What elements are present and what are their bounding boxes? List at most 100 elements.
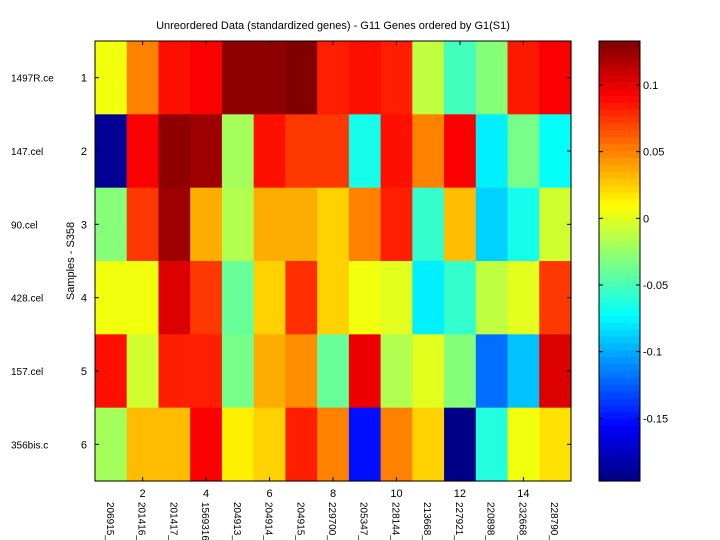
gene-label: 204915_	[294, 502, 305, 540]
colorbar-segment	[599, 54, 640, 63]
colorbar-segment	[599, 467, 640, 475]
colorbar-segment	[599, 206, 640, 214]
heatmap-cell	[475, 334, 509, 409]
heatmap-cell	[158, 407, 191, 482]
heatmap-cell	[221, 114, 255, 189]
colorbar-segment	[599, 82, 640, 90]
colorbar-segment	[599, 446, 640, 455]
colorbar-segment	[599, 68, 640, 76]
colorbar-segment	[599, 116, 640, 125]
colorbar-segment	[599, 102, 640, 111]
heatmap-cell	[253, 407, 286, 482]
colorbar-frame	[598, 40, 641, 482]
gene-label: 227921_	[453, 502, 464, 540]
heatmap-cell	[253, 114, 286, 189]
sample-label: 356bis.c	[11, 440, 48, 451]
colorbar-segment	[599, 329, 640, 338]
heatmap-cell	[158, 334, 191, 409]
colorbar-segment	[599, 123, 640, 131]
y-tick-label: 2	[81, 146, 87, 158]
colorbar-segment	[599, 130, 640, 138]
x-tick-label: 8	[330, 488, 336, 500]
colorbar-segment	[599, 316, 640, 324]
sample-label: 147.cel	[11, 147, 43, 158]
sample-label: 90.cel	[11, 220, 38, 231]
heatmap-cell	[317, 261, 350, 335]
colorbar-segment	[599, 75, 640, 83]
colorbar-segment	[599, 322, 640, 331]
sample-label: 1497R.ce	[11, 74, 54, 85]
y-axis-label: Samples - S358	[65, 222, 77, 300]
colorbar-segment	[599, 212, 640, 221]
heatmap-cell	[317, 334, 350, 409]
heatmap-cell	[190, 261, 223, 335]
heatmap-cell	[539, 334, 572, 409]
colorbar-segment	[599, 336, 640, 345]
heatmap-cell	[348, 114, 382, 189]
colorbar-segment	[599, 377, 640, 386]
heatmap-cell	[475, 187, 509, 262]
heatmap-cell	[444, 187, 477, 262]
colorbar-segment	[599, 439, 640, 448]
heatmap-cell	[539, 41, 572, 115]
colorbar-segment	[599, 371, 640, 379]
colorbar-segment	[599, 267, 640, 276]
colorbar-segment	[599, 96, 640, 104]
sample-label: 428.cel	[11, 294, 43, 305]
heatmap-cell	[412, 407, 445, 482]
gene-label: 228790_	[548, 502, 559, 540]
x-tick-label: 12	[454, 488, 466, 500]
heatmap-cell	[158, 187, 191, 262]
colorbar-segment	[599, 419, 640, 427]
colorbar-segment	[599, 350, 640, 358]
colorbar-segment	[599, 199, 640, 207]
heatmap-cell	[285, 261, 318, 335]
colorbar-segment	[599, 233, 640, 241]
heatmap-cell	[190, 41, 223, 115]
gene-label: 205347_	[358, 502, 369, 540]
heatmap-cell	[380, 41, 413, 115]
heatmap-cell	[539, 187, 572, 262]
colorbar-segment	[599, 405, 640, 413]
heatmap-cell	[221, 261, 255, 335]
gene-label: 229700_	[326, 502, 337, 540]
colorbar-segment	[599, 247, 640, 255]
heatmap-cell	[507, 407, 540, 482]
heatmap-cell	[126, 334, 160, 409]
colorbar-segment	[599, 288, 640, 296]
chart-title: Unreordered Data (standardized genes) - …	[156, 20, 510, 32]
colorbar-segment	[599, 41, 640, 49]
heatmap-cell	[475, 114, 509, 189]
heatmap-cell	[412, 334, 445, 409]
colorbar-tick-label: 0.05	[643, 147, 664, 159]
colorbar-segment	[599, 281, 640, 290]
heatmap-cell	[380, 187, 413, 262]
colorbar: 0.1 0.05 0 -0.05 -0.1 -0.15	[598, 40, 668, 482]
heatmap-cell	[348, 261, 382, 335]
heatmap-cell	[412, 41, 445, 115]
heatmap-cell	[317, 407, 350, 482]
heatmap-cell	[412, 114, 445, 189]
x-tick-label: 4	[203, 488, 209, 500]
colorbar-segment	[599, 474, 640, 482]
heatmap-cell	[95, 334, 128, 409]
x-tick-label: 2	[140, 488, 146, 500]
colorbar-segment	[599, 219, 640, 228]
y-tick-label: 6	[81, 439, 87, 451]
heatmap-cell	[412, 187, 445, 262]
heatmap-cell	[190, 334, 223, 409]
heatmap-cell	[126, 187, 160, 262]
colorbar-segment	[599, 398, 640, 406]
x-axis: 2 4 6 8 10 12 14 206915_ 201416_ 201417_ 1569316 20…	[104, 41, 559, 540]
gene-label: 228144_	[390, 502, 401, 540]
colorbar-tick-label: -0.1	[643, 347, 662, 359]
gene-label: 206915_	[104, 502, 115, 540]
colorbar-segment	[599, 364, 640, 372]
colorbar-segment	[599, 185, 640, 193]
colorbar-segment	[599, 274, 640, 283]
colorbar-segment	[599, 164, 640, 173]
colorbar-segment	[599, 192, 640, 200]
gene-label: 204913_	[231, 502, 242, 540]
heatmap-cell	[190, 187, 223, 262]
colorbar-segment	[599, 226, 640, 235]
